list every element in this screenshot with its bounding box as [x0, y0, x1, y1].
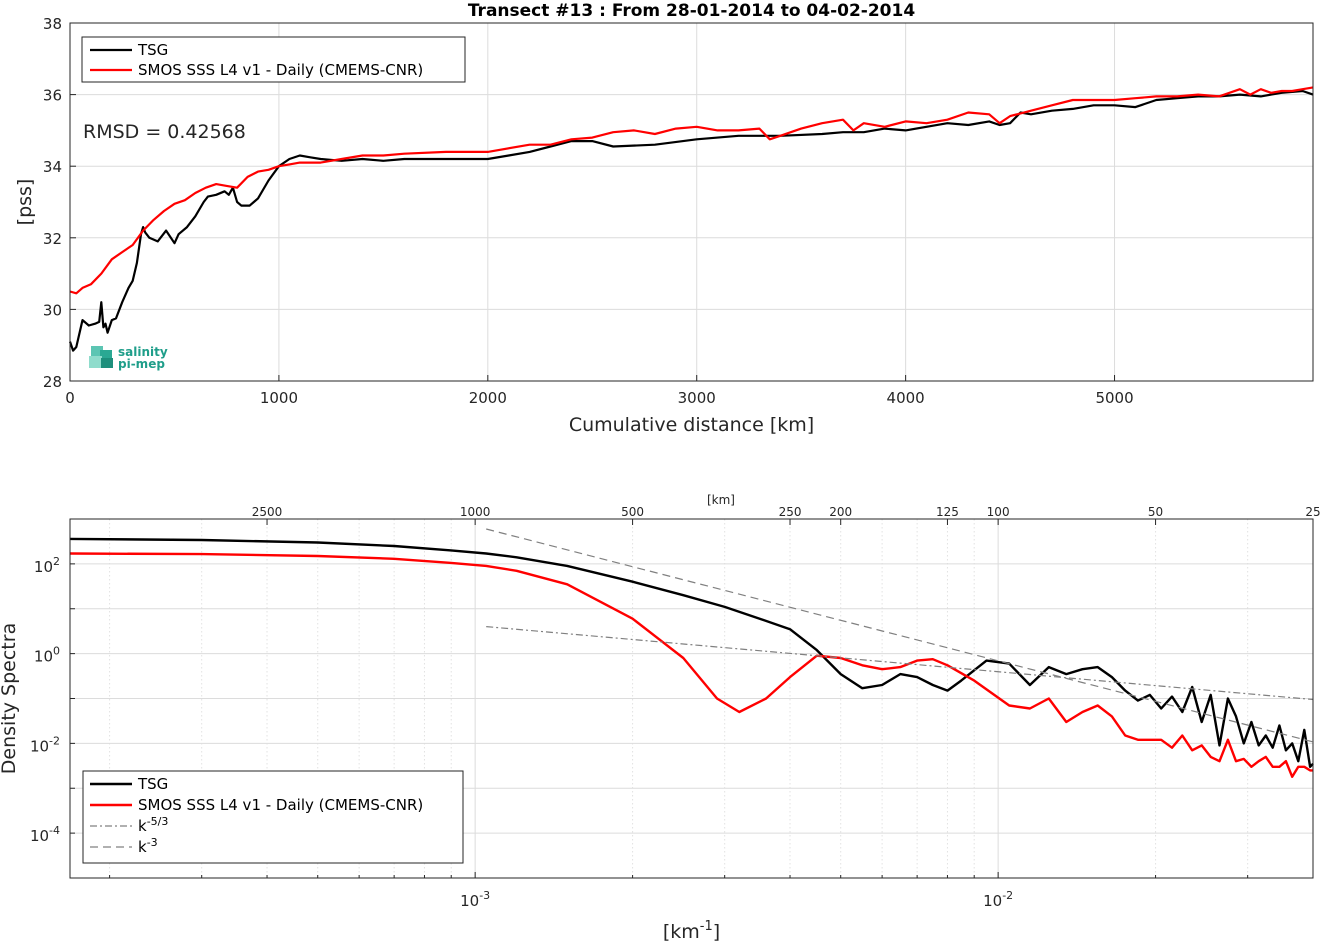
bottom-top-tick-label: 200 [829, 505, 852, 519]
bottom-y-tick-label: 10-2 [30, 734, 60, 755]
bottom-legend-label-1: SMOS SSS L4 v1 - Daily (CMEMS-CNR) [138, 796, 423, 814]
bottom-series-line-1 [69, 552, 1313, 778]
bottom-legend-box [82, 770, 464, 864]
bottom-top-tick-label: 250 [779, 505, 802, 519]
top-y-tick-label: 30 [43, 301, 62, 319]
bottom-legend-label-3: k-3 [138, 836, 158, 856]
logo-block-3 [89, 356, 102, 368]
top-legend: TSG SMOS SSS L4 v1 - Daily (CMEMS-CNR) [81, 36, 466, 83]
bottom-legend-label-0: TSG [137, 775, 168, 793]
bottom-y-tick-label: 100 [34, 645, 60, 666]
top-legend-box [81, 36, 466, 83]
top-x-tick-label: 3000 [678, 389, 716, 407]
logo-block-4 [101, 358, 113, 368]
bottom-x-tick-label: 10-2 [983, 889, 1013, 910]
top-y-tick-label: 36 [43, 87, 62, 105]
bottom-top-tick-label: 2500 [252, 505, 283, 519]
top-y-axis-label: [pss] [14, 179, 36, 226]
logo-block-2 [100, 350, 112, 360]
logo-text-pimep: pi-mep [118, 357, 165, 371]
top-y-tick-label: 38 [43, 15, 62, 33]
top-chart-title: Transect #13 : From 28-01-2014 to 04-02-… [468, 1, 916, 21]
top-x-tick-label: 2000 [469, 389, 507, 407]
top-legend-label-1: SMOS SSS L4 v1 - Daily (CMEMS-CNR) [138, 61, 423, 79]
bottom-y-axis-label: Density Spectra [0, 623, 20, 774]
bottom-axes-box [69, 518, 1314, 879]
top-y-tick-label: 34 [43, 158, 62, 176]
bottom-y-tick-label: 10-4 [30, 824, 60, 845]
bottom-top-tick-label: 50 [1148, 505, 1163, 519]
top-x-tick-label: 5000 [1095, 389, 1133, 407]
top-x-tick-label: 0 [65, 389, 75, 407]
bottom-series-line-0 [69, 537, 1314, 768]
bottom-y-tick-label: 102 [34, 555, 60, 576]
bottom-series-line-2 [486, 626, 1314, 701]
top-series-line-1 [69, 86, 1314, 295]
bottom-top-axis-label: [km] [707, 493, 735, 507]
bottom-top-tick-label: 1000 [460, 505, 491, 519]
bottom-top-tick-label: 25 [1305, 505, 1320, 519]
bottom-x-axis-label: [km-1] [663, 919, 720, 942]
top-y-tick-label: 32 [43, 230, 62, 248]
bottom-top-tick-label: 100 [987, 505, 1010, 519]
bottom-x-tick-label: 10-3 [460, 889, 490, 910]
logo-text-salinity: salinity [118, 345, 168, 359]
bottom-chart: 10-4 10-2 100 102 10-3 10-2 2500 1000 500 250 200 1… [0, 493, 1321, 942]
top-y-tick-label: 28 [43, 373, 62, 391]
top-x-tick-label: 1000 [260, 389, 298, 407]
bottom-top-tick-label: 500 [621, 505, 644, 519]
top-axes-box [69, 22, 1314, 382]
bottom-legend-label-2: k-5/3 [138, 815, 168, 835]
bottom-top-tick-label: 125 [936, 505, 959, 519]
top-x-axis-label: Cumulative distance [km] [569, 414, 814, 436]
logo-block-1 [91, 346, 103, 356]
top-x-tick-label: 4000 [887, 389, 925, 407]
top-plot-area [70, 23, 1313, 381]
top-chart: 0 1000 2000 3000 4000 5000 28 30 32 34 36 38 Transec… [14, 1, 1314, 436]
bottom-legend: TSG SMOS SSS L4 v1 - Daily (CMEMS-CNR)k-5… [82, 770, 464, 864]
rmsd-annotation: RMSD = 0.42568 [83, 121, 246, 143]
top-legend-label-0: TSG [137, 41, 168, 59]
